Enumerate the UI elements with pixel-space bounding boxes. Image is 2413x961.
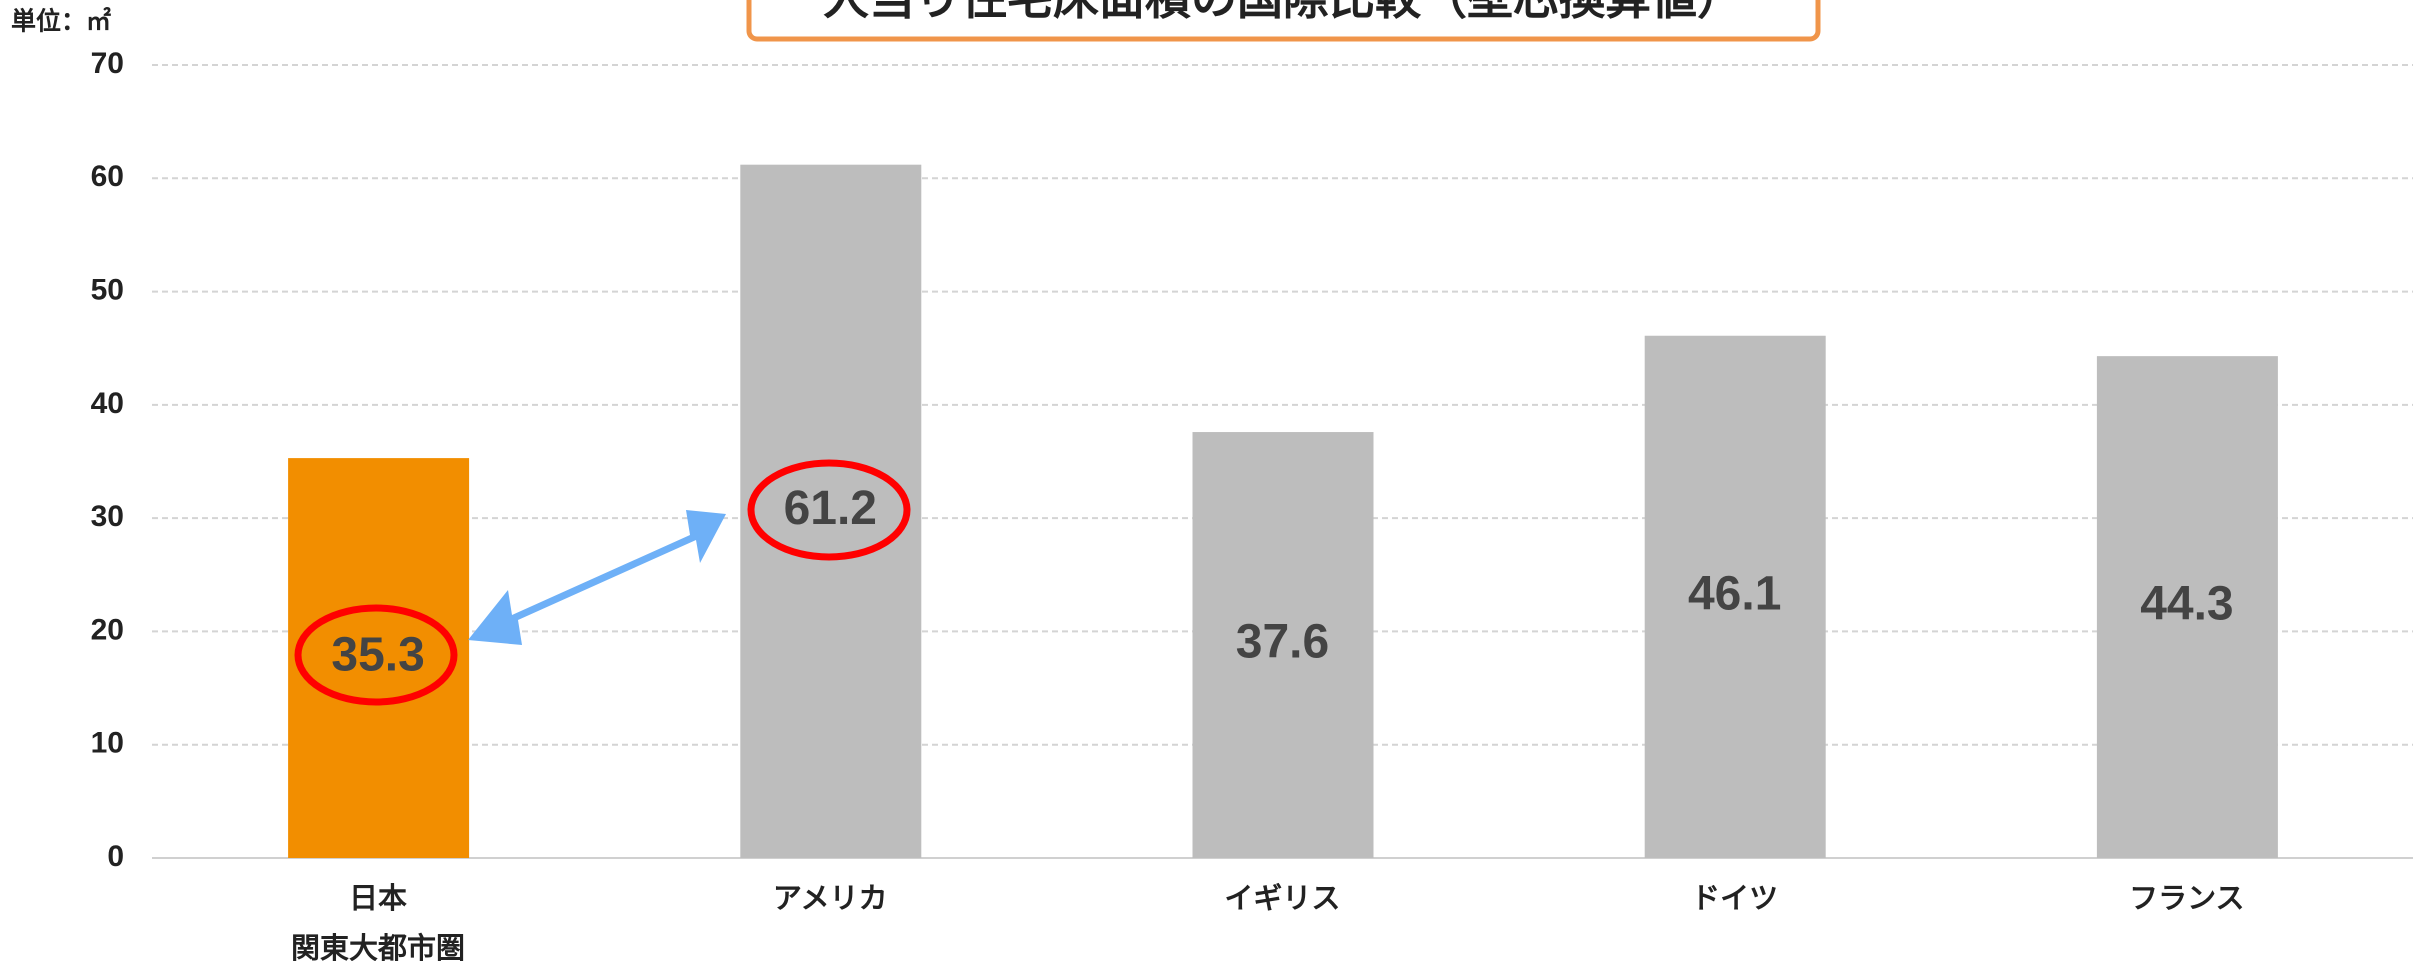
bar	[1644, 335, 1826, 858]
bar	[288, 458, 470, 858]
data-label: 61.2	[784, 482, 877, 535]
bar	[2096, 356, 2278, 858]
y-tick-label: 40	[91, 387, 124, 420]
unit-label: 単位：㎡	[11, 7, 111, 36]
y-tick-label: 70	[91, 47, 124, 80]
y-tick-label: 10	[91, 727, 124, 760]
chart-title: 人当り住宅床面積の国際比較（壁芯換算値）	[823, 0, 1743, 24]
highlight-circle	[747, 459, 911, 561]
data-label: 44.3	[2140, 578, 2233, 631]
y-tick-label: 0	[107, 840, 124, 873]
highlight-circle	[294, 604, 458, 706]
y-tick-label: 60	[91, 160, 124, 193]
title-box	[746, 0, 1821, 42]
comparison-arrow	[468, 510, 726, 645]
y-tick-label: 20	[91, 613, 124, 646]
bar	[1192, 432, 1374, 858]
x-tick-label: 日本 関東大都市圏	[290, 883, 465, 961]
y-tick-label: 30	[91, 500, 124, 533]
plot: 0 10 20 30 40 50 60 70 35.3 61.2 37.6 46.1 44.3	[91, 47, 2413, 873]
data-label: 46.1	[1688, 568, 1781, 621]
x-tick-label: フランス	[2129, 883, 2245, 915]
x-tick-label: アメリカ	[772, 883, 888, 915]
data-label: 37.6	[1236, 616, 1329, 669]
x-tick-label: ドイツ	[1691, 883, 1779, 915]
bar	[740, 164, 922, 859]
x-tick-label: イギリス	[1224, 883, 1341, 915]
data-label: 35.3	[331, 629, 424, 682]
y-tick-label: 50	[91, 273, 124, 306]
